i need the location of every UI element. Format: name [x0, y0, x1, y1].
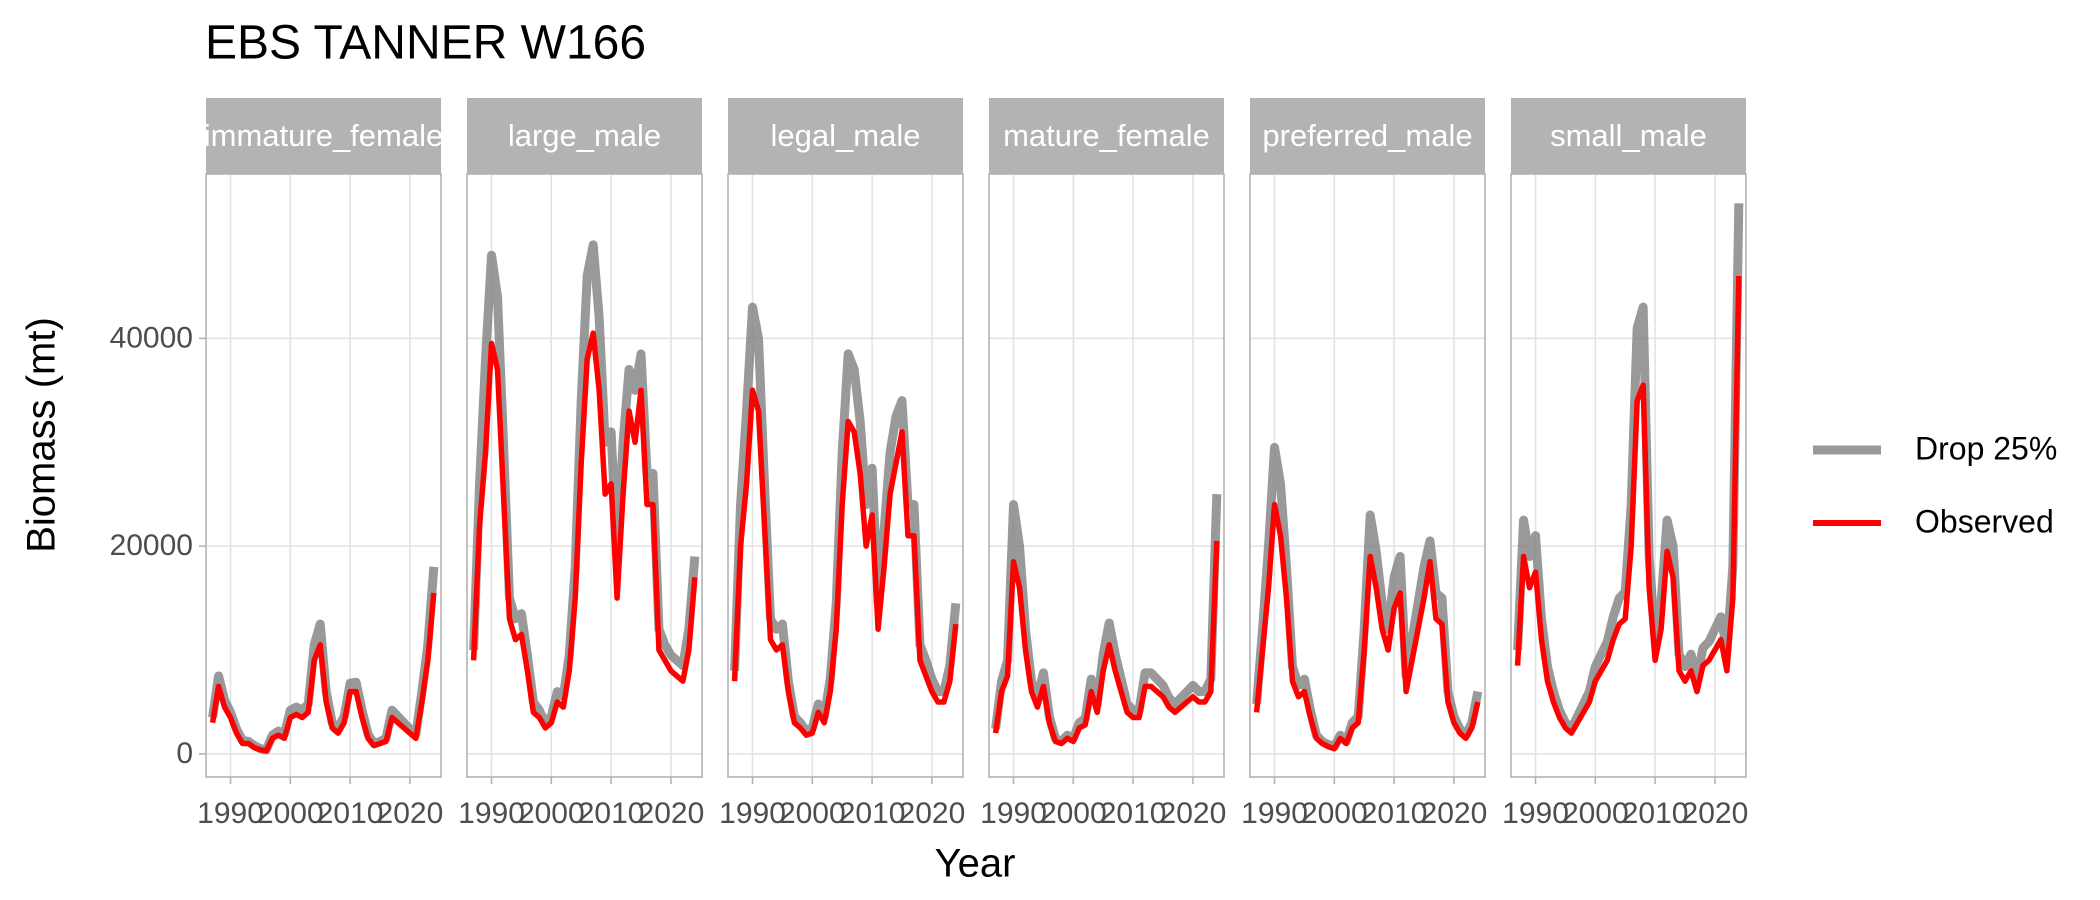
y-axis-title: Biomass (mt) [20, 317, 64, 553]
series-line [1513, 203, 1744, 734]
x-tick-label: 2020 [377, 797, 444, 830]
x-tick-label: 2010 [1100, 797, 1167, 830]
strip-label: mature_female [1003, 118, 1210, 153]
x-axis-title: Year [935, 842, 1016, 886]
strip [989, 98, 1224, 174]
series-line [992, 540, 1220, 747]
series-line [1514, 275, 1742, 736]
x-tick-label: 1990 [1241, 797, 1308, 830]
x-tick-label: 2000 [1301, 797, 1368, 830]
x-tick-label: 2020 [1682, 797, 1749, 830]
strip-label: large_male [508, 118, 661, 153]
chart-title: EBS TANNER W166 [205, 17, 646, 70]
panel-border [1510, 173, 1747, 778]
strip [467, 98, 702, 174]
series-line [470, 330, 698, 731]
x-tick-label: 2020 [1421, 797, 1488, 830]
x-tick-label: 2000 [518, 797, 585, 830]
x-tick-label: 2010 [1622, 797, 1689, 830]
x-tick-label: 2000 [257, 797, 324, 830]
x-tick-label: 2020 [1160, 797, 1227, 830]
series-line [209, 592, 437, 754]
x-tick-label: 1990 [719, 797, 786, 830]
strip [206, 98, 441, 174]
panel-border [1249, 173, 1486, 778]
x-tick-label: 2000 [1562, 797, 1629, 830]
strip-label: legal_male [771, 118, 921, 153]
legend-label: Drop 25% [1915, 430, 2057, 466]
strip-label: small_male [1550, 118, 1707, 153]
panel-border [727, 173, 964, 778]
x-tick-label: 2010 [1361, 797, 1428, 830]
x-tick-label: 2010 [839, 797, 906, 830]
x-tick-label: 2020 [638, 797, 705, 830]
strip-label: immature_female [204, 118, 443, 153]
strip [1511, 98, 1746, 174]
strip-label: preferred_male [1262, 118, 1472, 153]
series-line [1253, 501, 1481, 752]
y-tick-label: 40000 [110, 321, 193, 354]
x-tick-label: 2020 [899, 797, 966, 830]
panel-border [466, 173, 703, 778]
panel-border [205, 173, 442, 778]
strip [1250, 98, 1485, 174]
legend-label: Observed [1915, 503, 2054, 539]
strip [728, 98, 963, 174]
panel-border [988, 173, 1225, 778]
series-line [731, 387, 959, 738]
y-tick-label: 0 [176, 737, 193, 770]
x-tick-label: 1990 [458, 797, 525, 830]
x-tick-label: 2010 [578, 797, 645, 830]
x-tick-label: 2000 [1040, 797, 1107, 830]
x-tick-label: 2000 [779, 797, 846, 830]
x-tick-label: 1990 [980, 797, 1047, 830]
x-tick-label: 2010 [317, 797, 384, 830]
x-tick-label: 1990 [1502, 797, 1569, 830]
y-tick-label: 20000 [110, 529, 193, 562]
x-tick-label: 1990 [197, 797, 264, 830]
